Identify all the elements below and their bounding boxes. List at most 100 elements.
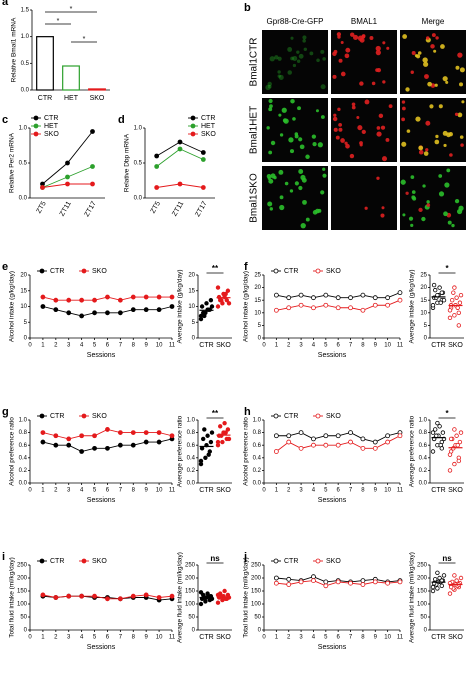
y-axis-label: Alcohol intake (g/kg/day) [9, 271, 16, 342]
cell [376, 131, 382, 137]
x-tick-label: 0 [28, 635, 32, 641]
data-point [223, 430, 228, 435]
x-tick-label: CTR [38, 95, 52, 102]
cell [411, 50, 416, 55]
data-point [298, 579, 304, 585]
y-tick-label: 0.0 [19, 196, 28, 202]
bar [36, 36, 54, 91]
y-tick-label: 0 [192, 336, 196, 342]
cell [316, 58, 320, 63]
data-point [323, 433, 329, 439]
x-tick-label: ZT11 [171, 200, 185, 217]
y-tick-label: 10 [188, 304, 195, 310]
x-tick-label: SKO [448, 342, 463, 349]
y-axis-label: Relative Dbp mRNA [124, 133, 131, 192]
data-point [130, 593, 136, 599]
cell [302, 199, 307, 205]
data-point [65, 160, 70, 166]
data-point [200, 185, 206, 190]
data-point [311, 574, 316, 580]
legend-label: CTR [50, 268, 64, 275]
y-tick-label: 0 [424, 628, 428, 634]
data-point [286, 576, 292, 582]
x-tick-label: 6 [337, 635, 341, 641]
data-point [430, 584, 436, 590]
y-tick-label: 15 [420, 298, 427, 304]
data-point [441, 573, 447, 578]
x-tick-label: 9 [145, 635, 149, 641]
x-tick-label: SKO [216, 342, 231, 349]
data-point [53, 442, 59, 448]
x-tick-label: 11 [169, 635, 176, 641]
data-point [143, 307, 149, 313]
x-tick-label: SKO [90, 95, 105, 102]
data-point [79, 313, 85, 319]
cell [322, 167, 326, 171]
x-tick-label: 9 [374, 343, 378, 349]
cell [301, 177, 307, 183]
data-point [66, 297, 72, 303]
y-tick-label: 0.0 [419, 481, 428, 487]
data-point [447, 591, 453, 596]
data-point [360, 292, 366, 298]
data-point [206, 307, 211, 312]
data-point [79, 593, 85, 599]
y-tick-label: 0.8 [253, 430, 262, 436]
data-point [448, 584, 454, 590]
cell [447, 220, 452, 225]
data-point [156, 294, 162, 300]
y-axis-label: Average intake (g/kg/day) [409, 270, 416, 344]
cell [382, 41, 386, 45]
cell [305, 154, 310, 160]
data-point [130, 307, 136, 313]
cell [278, 169, 284, 175]
cell [353, 34, 359, 41]
x-tick-label: 9 [145, 343, 149, 349]
x-tick-label: 10 [156, 488, 163, 494]
y-tick-label: 0.0 [19, 481, 28, 487]
cell [269, 56, 275, 62]
data-point [208, 439, 214, 445]
data-point [40, 185, 45, 190]
y-tick-label: 250 [417, 563, 428, 569]
panel-letter: e [2, 261, 8, 273]
cell [364, 206, 368, 210]
x-tick-label: 5 [93, 343, 97, 349]
cell [336, 32, 342, 37]
data-point [439, 583, 444, 588]
x-tick-label: 0 [262, 343, 266, 349]
data-point [311, 436, 316, 442]
y-tick-label: 0.8 [19, 430, 28, 436]
data-point [286, 295, 292, 301]
cell [421, 216, 426, 222]
cell [345, 47, 351, 53]
cell [359, 141, 363, 145]
cell [425, 36, 430, 40]
x-tick-label: 10 [384, 635, 391, 641]
y-tick-label: 1.5 [21, 8, 30, 14]
y-axis-label: Average fluid intake (ml/kg/day) [177, 552, 184, 643]
x-tick-label: SKO [216, 634, 231, 641]
data-point [156, 439, 162, 445]
cell [350, 32, 355, 37]
cell [320, 84, 326, 90]
cell [289, 149, 295, 154]
y-tick-label: 0.6 [253, 443, 262, 449]
legend-marker [273, 413, 279, 419]
y-tick-label: 0.4 [187, 455, 196, 461]
data-point [360, 445, 366, 451]
data-point [79, 449, 85, 454]
data-point [298, 430, 304, 436]
data-point [447, 308, 453, 313]
cell [302, 39, 306, 43]
cell [459, 67, 465, 73]
x-tick-label: 10 [384, 488, 391, 494]
y-tick-label: 1.0 [419, 418, 428, 424]
data-point [198, 458, 204, 464]
x-tick-label: CTR [431, 342, 445, 349]
data-point [130, 294, 136, 300]
data-point [79, 433, 85, 439]
x-tick-label: 0 [28, 343, 32, 349]
cell [423, 151, 429, 156]
x-tick-label: 7 [119, 488, 123, 494]
